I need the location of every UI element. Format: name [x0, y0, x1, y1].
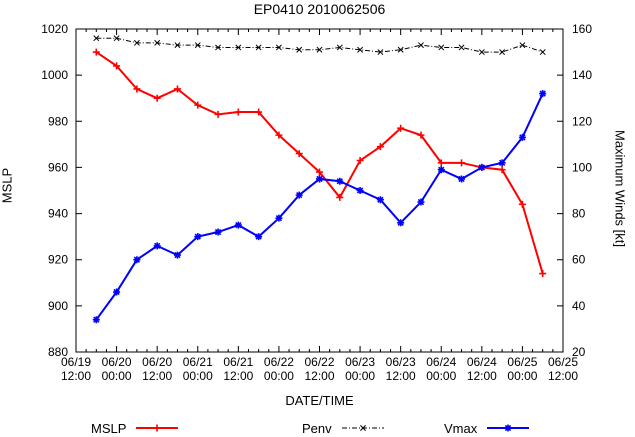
svg-text:40: 40 — [572, 299, 586, 313]
svg-text:880: 880 — [48, 345, 68, 359]
svg-text:80: 80 — [572, 207, 586, 221]
svg-text:980: 980 — [48, 114, 68, 128]
svg-text:06/21: 06/21 — [183, 355, 213, 369]
svg-text:00:00: 00:00 — [102, 369, 132, 383]
legend-sample-vmax-icon — [487, 424, 530, 432]
chart-title: EP0410 2010062506 — [253, 1, 386, 17]
svg-text:160: 160 — [572, 22, 592, 36]
svg-text:1000: 1000 — [41, 68, 68, 82]
svg-text:12:00: 12:00 — [142, 369, 172, 383]
svg-text:06/20: 06/20 — [142, 355, 172, 369]
svg-text:06/23: 06/23 — [345, 355, 375, 369]
x-axis-label: DATE/TIME — [285, 393, 354, 408]
y-axis-label-right: Maximum Winds [kt] — [612, 129, 628, 247]
svg-text:00:00: 00:00 — [264, 369, 294, 383]
svg-text:06/22: 06/22 — [304, 355, 334, 369]
svg-text:06/24: 06/24 — [467, 355, 497, 369]
svg-text:06/21: 06/21 — [223, 355, 253, 369]
svg-text:06/23: 06/23 — [386, 355, 416, 369]
svg-text:120: 120 — [572, 114, 592, 128]
svg-text:12:00: 12:00 — [61, 369, 91, 383]
legend-label-mslp: MSLP — [91, 420, 127, 436]
svg-text:06/24: 06/24 — [426, 355, 456, 369]
legend: MSLP Penv Vmax — [0, 420, 635, 436]
svg-text:100: 100 — [572, 160, 592, 174]
svg-text:900: 900 — [48, 299, 68, 313]
svg-text:06/22: 06/22 — [264, 355, 294, 369]
legend-sample-mslp-icon — [136, 424, 179, 432]
svg-text:00:00: 00:00 — [507, 369, 537, 383]
y-axis-label-left: MSLP — [0, 167, 15, 204]
svg-text:60: 60 — [572, 253, 586, 267]
svg-text:920: 920 — [48, 253, 68, 267]
svg-text:12:00: 12:00 — [304, 369, 334, 383]
legend-sample-penv-icon — [341, 425, 384, 431]
svg-text:12:00: 12:00 — [467, 369, 497, 383]
svg-text:00:00: 00:00 — [345, 369, 375, 383]
svg-text:06/25: 06/25 — [507, 355, 537, 369]
plot-area: 880 900 920 940 960 980 1000 1020 20 40 60 80 100 120… — [41, 22, 592, 383]
legend-item-vmax: Vmax — [444, 420, 531, 436]
legend-item-penv: Penv — [302, 420, 386, 436]
svg-text:20: 20 — [572, 345, 586, 359]
svg-text:940: 940 — [48, 207, 68, 221]
svg-text:00:00: 00:00 — [426, 369, 456, 383]
svg-text:140: 140 — [572, 68, 592, 82]
svg-text:00:00: 00:00 — [183, 369, 213, 383]
legend-item-mslp: MSLP — [91, 420, 180, 436]
svg-text:12:00: 12:00 — [548, 369, 578, 383]
svg-text:12:00: 12:00 — [386, 369, 416, 383]
legend-label-penv: Penv — [302, 420, 332, 436]
svg-text:06/20: 06/20 — [102, 355, 132, 369]
svg-text:06/25: 06/25 — [548, 355, 578, 369]
svg-text:12:00: 12:00 — [223, 369, 253, 383]
svg-text:960: 960 — [48, 160, 68, 174]
svg-text:1020: 1020 — [41, 22, 68, 36]
legend-label-vmax: Vmax — [444, 420, 478, 436]
svg-text:06/19: 06/19 — [61, 355, 91, 369]
